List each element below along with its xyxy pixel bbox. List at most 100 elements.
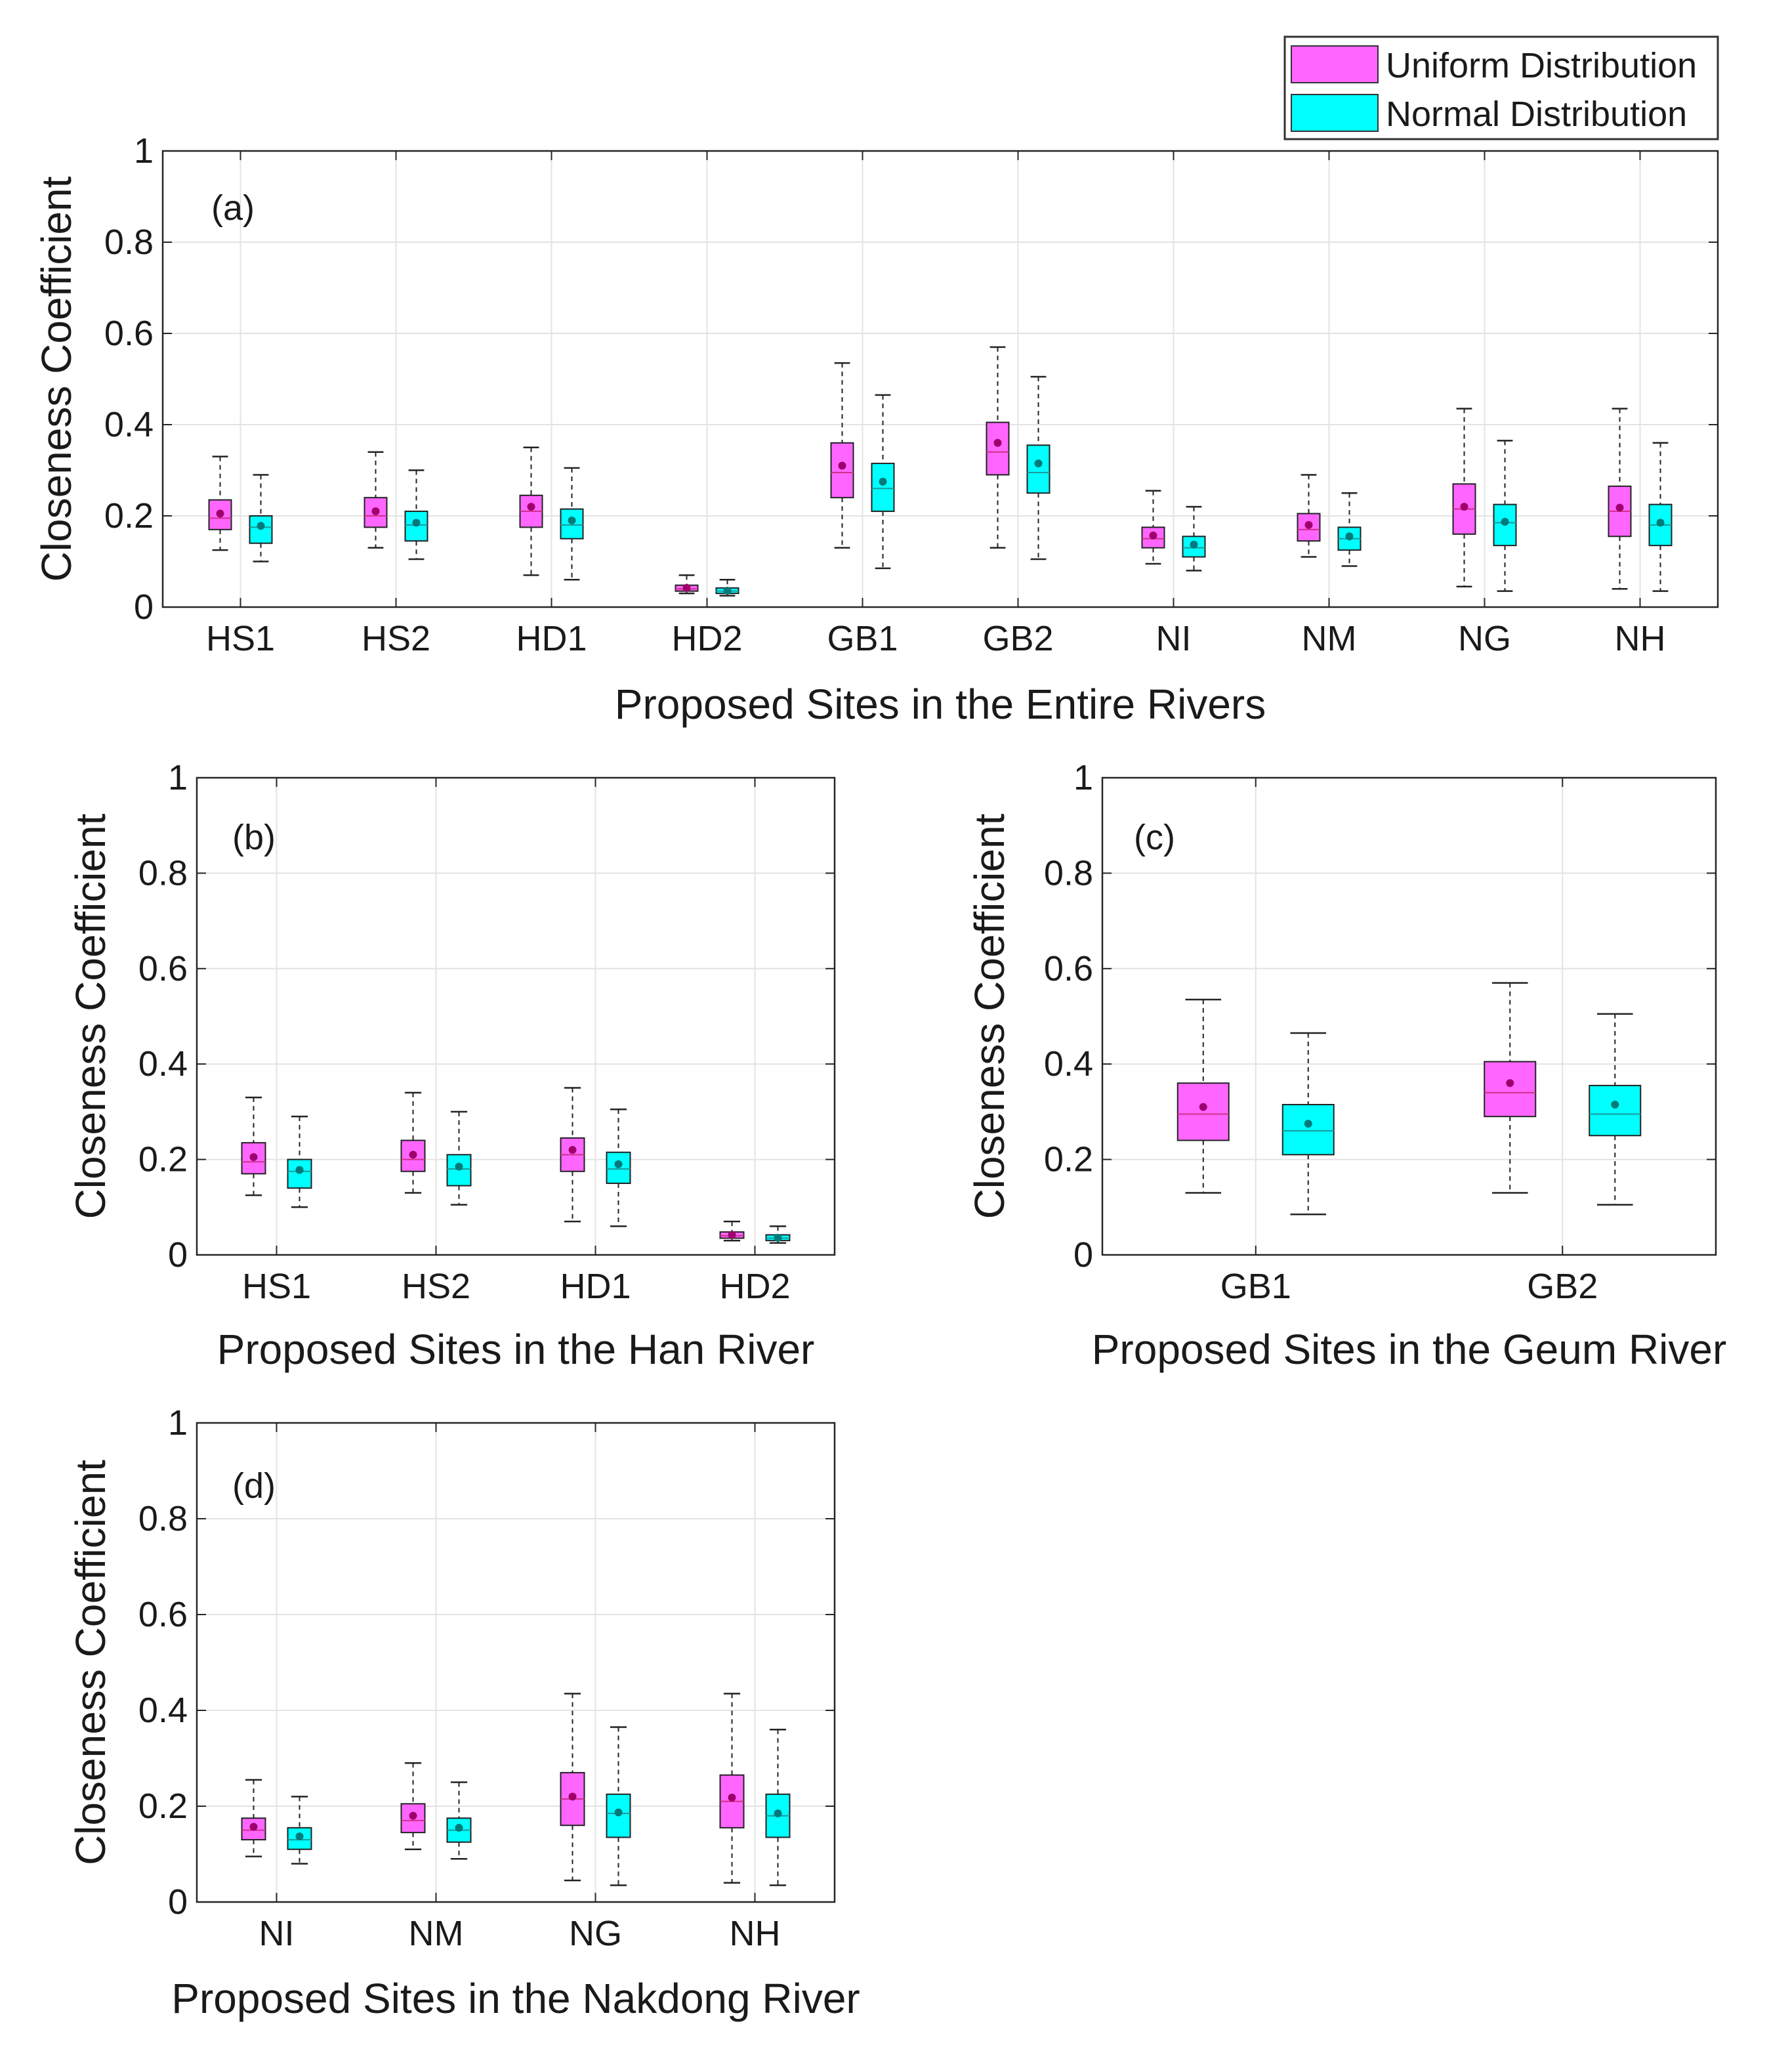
y-tick-label: 0.6 [138, 949, 188, 988]
y-tick-label: 0.4 [138, 1044, 188, 1084]
box-HS2-uniform [364, 451, 388, 549]
panel-b: 0 0.2 0.4 0.6 0.8 1 HS1 HS2 HD1 HD2 (b) Proposed Si… [67, 758, 836, 1373]
box-HS1-normal [287, 1115, 312, 1208]
legend-swatch-normal [1291, 94, 1379, 132]
box-NI-uniform [241, 1779, 266, 1857]
y-tick-label: 1 [134, 131, 154, 171]
legend-swatch-uniform [1291, 45, 1379, 83]
mean-marker [1656, 518, 1665, 527]
y-axis-label: Closeness Coefficient [67, 813, 114, 1219]
box-GB2-normal [1589, 1013, 1642, 1206]
x-tick-label: NM [1302, 619, 1357, 658]
y-tick-label: 0.2 [138, 1140, 188, 1179]
axes-frame [196, 776, 836, 1256]
box-HS2-normal [404, 469, 428, 560]
mean-marker [1304, 520, 1313, 529]
box-NG-uniform [560, 1693, 585, 1882]
x-tick-label: NI [259, 1914, 295, 1953]
x-tick-label: HD1 [516, 619, 587, 658]
y-axis-label: Closeness Coefficient [67, 1460, 114, 1865]
x-tick-label: GB2 [1527, 1267, 1598, 1306]
box-body [871, 463, 895, 513]
mean-marker [1611, 1100, 1619, 1109]
mean-marker [249, 1823, 258, 1831]
mean-marker [409, 1151, 417, 1159]
mean-marker [723, 586, 732, 595]
box-NG-normal [606, 1726, 631, 1886]
box-NH-uniform [719, 1693, 745, 1884]
y-tick-label: 1 [168, 1403, 188, 1443]
mean-marker [371, 507, 380, 516]
y-tick-label: 0.8 [138, 1499, 188, 1538]
box-NM-uniform [400, 1762, 426, 1850]
box-NM-normal [446, 1781, 472, 1860]
box-HD1-uniform [560, 1087, 585, 1223]
panel-tag: (d) [232, 1466, 276, 1506]
mean-marker [774, 1233, 782, 1242]
axes-frame [161, 150, 1719, 608]
box-GB1-uniform [1176, 998, 1230, 1194]
y-tick-label: 0.8 [138, 853, 188, 893]
legend-label-normal: Normal Distribution [1386, 95, 1687, 134]
x-tick-label: NM [409, 1914, 464, 1953]
box-HS2-uniform [400, 1091, 426, 1194]
panel-a: 0 0.2 0.4 0.6 0.8 1 HS1 HS2 HD1 HD2 GB1 GB2 NI NM NG NH… [33, 131, 1719, 728]
box-HS1-normal [249, 474, 273, 562]
y-tick-label: 0.2 [104, 496, 154, 536]
x-tick-label: GB1 [827, 619, 898, 658]
box-NI-normal [287, 1796, 312, 1865]
y-tick-label: 0.4 [1044, 1044, 1093, 1084]
mean-marker [682, 583, 691, 592]
y-axis-label: Closeness Coefficient [33, 176, 80, 581]
box-NM-uniform [1297, 474, 1321, 558]
x-tick-label: HS1 [206, 619, 275, 658]
axes-frame [196, 1422, 836, 1903]
x-tick-label: NG [569, 1914, 622, 1953]
box-GB1-normal [871, 394, 895, 570]
x-tick-label: GB1 [1220, 1267, 1291, 1306]
mean-marker [412, 518, 421, 527]
box-GB2-uniform [986, 346, 1010, 549]
y-tick-label: 0 [168, 1882, 188, 1922]
x-tick-label: GB2 [982, 619, 1053, 658]
x-tick-label: HD2 [719, 1267, 790, 1306]
box-body [986, 421, 1010, 476]
y-tick-label: 1 [1073, 758, 1093, 797]
y-tick-label: 0.4 [104, 405, 154, 444]
mean-marker [614, 1160, 623, 1168]
mean-marker [568, 1146, 577, 1154]
x-tick-label: HS2 [362, 619, 430, 658]
box-body [1484, 1061, 1537, 1118]
y-tick-label: 0.2 [1044, 1140, 1093, 1179]
x-axis-label: Proposed Sites in the Han River [217, 1326, 815, 1373]
mean-marker [1190, 540, 1198, 549]
box-HS1-uniform [208, 455, 232, 551]
x-axis-label: Proposed Sites in the Nakdong River [171, 1975, 860, 2022]
y-tick-label: 0.6 [138, 1595, 188, 1634]
box-body [1281, 1103, 1335, 1156]
mean-marker [455, 1162, 463, 1171]
mean-marker [295, 1166, 304, 1174]
x-tick-label: HS2 [402, 1267, 470, 1306]
x-tick-label: NI [1156, 619, 1192, 658]
box-HS1-uniform [241, 1096, 266, 1196]
box-HD1-normal [560, 467, 584, 581]
panel-tag: (a) [211, 188, 255, 228]
y-tick-label: 0.6 [104, 314, 154, 353]
y-tick-label: 0 [134, 587, 154, 627]
mean-marker [1460, 503, 1468, 511]
legend: Uniform Distribution Normal Distribution [1283, 35, 1719, 140]
mean-marker [568, 1792, 577, 1801]
mean-marker [1501, 518, 1509, 526]
box-HD2-normal [765, 1225, 791, 1244]
mean-marker [257, 522, 265, 530]
legend-label-uniform: Uniform Distribution [1386, 46, 1697, 85]
box-body [1176, 1082, 1230, 1141]
box-NH-normal [1648, 442, 1673, 592]
y-tick-label: 0.2 [138, 1787, 188, 1826]
box-HD2-uniform [675, 574, 699, 595]
y-tick-label: 1 [168, 758, 188, 797]
box-HD1-uniform [519, 446, 543, 576]
box-HD1-normal [606, 1109, 631, 1227]
